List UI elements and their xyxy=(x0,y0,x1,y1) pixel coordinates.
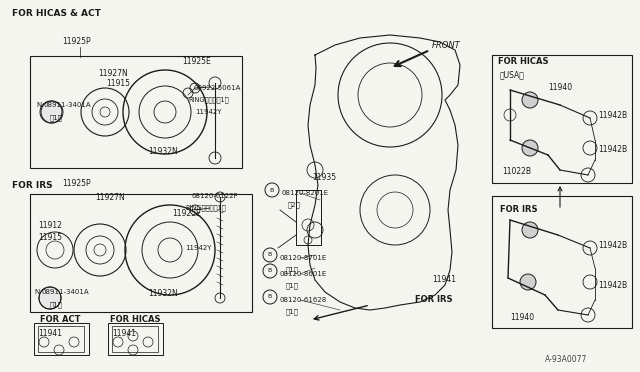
Text: FOR ACT: FOR ACT xyxy=(40,315,81,324)
Text: FOR IRS: FOR IRS xyxy=(415,295,452,305)
Text: B: B xyxy=(269,187,273,192)
Text: B: B xyxy=(267,253,271,257)
Text: RINGリング（1）: RINGリング（1） xyxy=(188,97,228,103)
Text: 11942Y: 11942Y xyxy=(195,109,221,115)
Text: RINGリング（1）: RINGリング（1） xyxy=(185,205,226,211)
Bar xyxy=(492,55,632,183)
Text: 11927N: 11927N xyxy=(98,68,128,77)
Circle shape xyxy=(522,222,538,238)
Text: 11927N: 11927N xyxy=(95,193,125,202)
Text: B: B xyxy=(267,269,271,273)
Text: 08120-6122F: 08120-6122F xyxy=(192,193,239,199)
Bar xyxy=(108,323,163,355)
Text: FOR HICAS & ACT: FOR HICAS & ACT xyxy=(12,10,101,19)
Circle shape xyxy=(522,140,538,156)
Bar xyxy=(38,326,84,352)
Text: FOR IRS: FOR IRS xyxy=(12,180,52,189)
Text: 08120-8701E: 08120-8701E xyxy=(279,255,326,261)
Text: FRONT: FRONT xyxy=(432,42,461,51)
Text: N: N xyxy=(34,289,39,295)
Text: 08911-3401A: 08911-3401A xyxy=(42,289,90,295)
Circle shape xyxy=(39,287,61,309)
Bar xyxy=(30,56,242,168)
Text: 11925E: 11925E xyxy=(182,58,211,67)
Text: 11935: 11935 xyxy=(312,173,336,183)
Text: （1）: （1） xyxy=(50,302,63,308)
Text: 11941: 11941 xyxy=(432,276,456,285)
Text: 11942B: 11942B xyxy=(598,110,627,119)
Text: 〈USA〉: 〈USA〉 xyxy=(500,71,525,80)
Bar xyxy=(492,196,632,328)
Text: FOR HICAS: FOR HICAS xyxy=(110,315,161,324)
Circle shape xyxy=(522,92,538,108)
Text: 11925E: 11925E xyxy=(172,208,201,218)
Bar xyxy=(112,326,158,352)
Text: A-93A0077: A-93A0077 xyxy=(545,356,588,365)
Text: 11940: 11940 xyxy=(548,83,572,93)
Text: 11925P: 11925P xyxy=(62,179,91,187)
Text: 00922-5061A: 00922-5061A xyxy=(193,85,241,91)
Text: 08911-3401A: 08911-3401A xyxy=(44,102,92,108)
Text: 11942B: 11942B xyxy=(598,145,627,154)
Text: 11915: 11915 xyxy=(106,78,130,87)
Text: 11942Y: 11942Y xyxy=(185,245,211,251)
Bar xyxy=(34,323,89,355)
Text: 11941: 11941 xyxy=(112,328,136,337)
Text: 11932N: 11932N xyxy=(148,289,178,298)
Text: 11942B: 11942B xyxy=(598,241,627,250)
Text: （1）: （1） xyxy=(286,267,299,273)
Text: 11912: 11912 xyxy=(38,221,62,230)
Text: 11915: 11915 xyxy=(38,234,62,243)
Text: FOR IRS: FOR IRS xyxy=(500,205,538,215)
Text: 11940: 11940 xyxy=(510,314,534,323)
Text: 08120-8601E: 08120-8601E xyxy=(279,271,326,277)
Text: （1）: （1） xyxy=(286,309,299,315)
Bar xyxy=(296,190,321,245)
Text: （1）: （1） xyxy=(286,283,299,289)
Bar xyxy=(30,194,252,312)
Text: （1）: （1） xyxy=(50,115,63,121)
Text: 11932N: 11932N xyxy=(148,148,178,157)
Circle shape xyxy=(520,274,536,290)
Text: 11925P: 11925P xyxy=(62,38,91,46)
Text: 08120-8201E: 08120-8201E xyxy=(281,190,328,196)
Text: B: B xyxy=(267,295,271,299)
Text: 11022B: 11022B xyxy=(502,167,531,176)
Text: 08120-61628: 08120-61628 xyxy=(279,297,326,303)
Text: （2）: （2） xyxy=(288,202,301,208)
Text: 11941: 11941 xyxy=(38,328,62,337)
Text: FOR HICAS: FOR HICAS xyxy=(498,58,548,67)
Text: N: N xyxy=(36,102,41,108)
Circle shape xyxy=(41,101,63,123)
Text: 11942B: 11942B xyxy=(598,280,627,289)
